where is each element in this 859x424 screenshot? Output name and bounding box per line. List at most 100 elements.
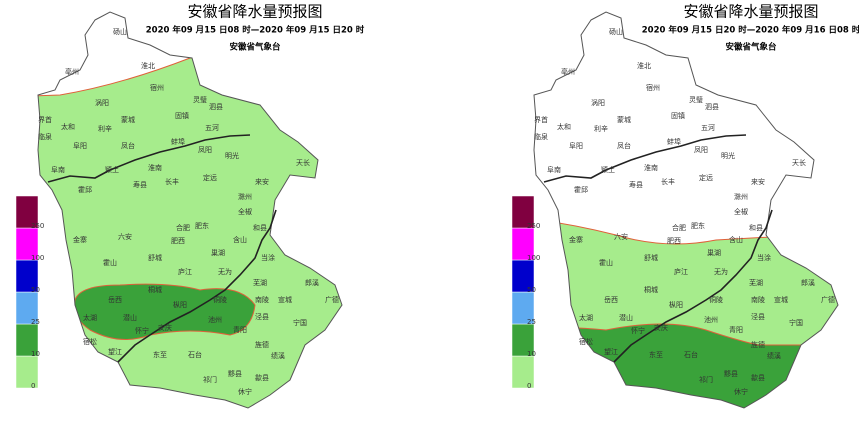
place-name: 固镇 [175, 111, 189, 120]
place-name: 寿县 [629, 180, 643, 189]
place-name: 五河 [205, 124, 219, 132]
place-name: 和县 [253, 223, 267, 232]
place-name: 蚌埠 [667, 137, 681, 146]
legend-label: 250 [527, 222, 540, 230]
place-name: 无为 [714, 267, 728, 276]
place-name: 南陵 [255, 295, 269, 304]
place-name: 凤阳 [694, 145, 708, 154]
place-name: 金寨 [569, 235, 583, 244]
province-outline [533, 11, 839, 409]
place-name: 亳州 [561, 67, 575, 76]
place-name: 含山 [729, 235, 743, 244]
place-name: 太和 [557, 122, 571, 131]
place-name: 含山 [233, 235, 247, 244]
place-name: 界首 [534, 115, 548, 124]
place-name: 当涂 [261, 253, 275, 262]
place-name: 广德 [821, 295, 835, 304]
place-name: 蒙城 [617, 115, 631, 124]
place-name: 泾县 [255, 313, 269, 321]
huai-river [47, 134, 251, 183]
place-name: 蒙城 [121, 115, 135, 124]
legend-label: 25 [527, 318, 536, 326]
place-name: 长丰 [661, 177, 675, 186]
place-name: 阜阳 [569, 141, 583, 150]
map-fill [534, 214, 838, 408]
legend-label: 10 [527, 350, 536, 358]
place-name: 利辛 [98, 124, 112, 133]
place-name: 合肥 [672, 223, 686, 232]
place-name: 合肥 [176, 223, 190, 232]
place-name: 安庆 [654, 323, 668, 332]
place-name: 潜山 [123, 313, 137, 322]
place-name: 东至 [153, 350, 167, 359]
place-name: 郎溪 [801, 278, 815, 287]
place-name: 怀宁 [135, 326, 149, 335]
place-name: 桐城 [644, 285, 658, 294]
map-fill [38, 57, 342, 408]
province-outline [37, 11, 343, 409]
legend-label: 0 [527, 382, 531, 390]
place-name: 芜湖 [749, 278, 763, 287]
place-name: 明光 [225, 151, 239, 160]
place-name: 宿松 [579, 337, 593, 346]
place-name: 全椒 [238, 207, 252, 216]
place-name: 庐江 [178, 267, 192, 276]
place-name: 固镇 [671, 111, 685, 120]
place-name: 绩溪 [271, 351, 285, 360]
place-name: 岳西 [604, 296, 618, 304]
map-panel: 安徽省降水量预报图 2020 年09 月15 日08 时—2020 年09 月15… [15, 3, 365, 409]
huai-river [543, 134, 747, 183]
place-name: 凤台 [121, 141, 135, 150]
place-name: 舒城 [148, 253, 162, 262]
place-name: 当涂 [757, 253, 771, 262]
map-subtitle: 2020 年09 月15 日08 时—2020 年09 月15 日20 时 [146, 25, 365, 36]
place-name: 霍山 [103, 258, 117, 267]
place-name: 金寨 [73, 235, 87, 244]
map-title: 安徽省降水量预报图 [683, 3, 818, 21]
place-name: 石台 [188, 350, 202, 359]
place-name: 休宁 [734, 387, 748, 396]
legend-swatch [511, 195, 535, 229]
place-name: 来安 [255, 177, 269, 186]
place-name: 来安 [751, 177, 765, 186]
legend-label: 100 [31, 254, 44, 262]
place-name: 芜湖 [253, 278, 267, 287]
place-name: 铜陵 [709, 295, 723, 304]
place-name: 巢湖 [707, 248, 721, 257]
place-name: 颍上 [601, 165, 615, 174]
place-name: 利辛 [594, 124, 608, 133]
place-name: 无为 [218, 267, 232, 276]
yangtze-river [613, 209, 773, 363]
legend-label: 100 [527, 254, 540, 262]
place-name: 巢湖 [211, 248, 225, 257]
place-name: 霍邱 [78, 186, 92, 194]
place-name: 临泉 [38, 132, 52, 141]
place-name: 旌德 [751, 340, 765, 349]
place-name: 太湖 [579, 313, 593, 322]
place-name: 黟县 [228, 369, 242, 378]
place-name: 淮北 [141, 61, 155, 70]
place-name: 灵璧 [689, 95, 703, 104]
place-name: 泗县 [705, 103, 719, 111]
place-name: 临泉 [534, 132, 548, 141]
place-name: 淮南 [644, 163, 658, 172]
place-name: 涡阳 [95, 98, 109, 107]
place-name: 宁国 [789, 318, 803, 327]
legend-label: 50 [31, 286, 40, 294]
place-name: 肥西 [171, 237, 185, 245]
legend-label: 50 [527, 286, 536, 294]
place-name: 舒城 [644, 253, 658, 262]
place-name: 池州 [208, 315, 222, 324]
place-name: 砀山 [113, 27, 127, 36]
place-name: 安庆 [158, 323, 172, 332]
place-name: 太湖 [83, 313, 97, 322]
yangtze-river [117, 209, 277, 363]
place-name: 亳州 [65, 67, 79, 76]
place-name: 东至 [649, 350, 663, 359]
place-name: 太和 [61, 122, 75, 131]
place-name: 滁州 [734, 192, 748, 201]
place-name: 阜南 [547, 165, 561, 174]
place-name: 歙县 [751, 373, 765, 382]
place-name: 望江 [604, 347, 618, 356]
